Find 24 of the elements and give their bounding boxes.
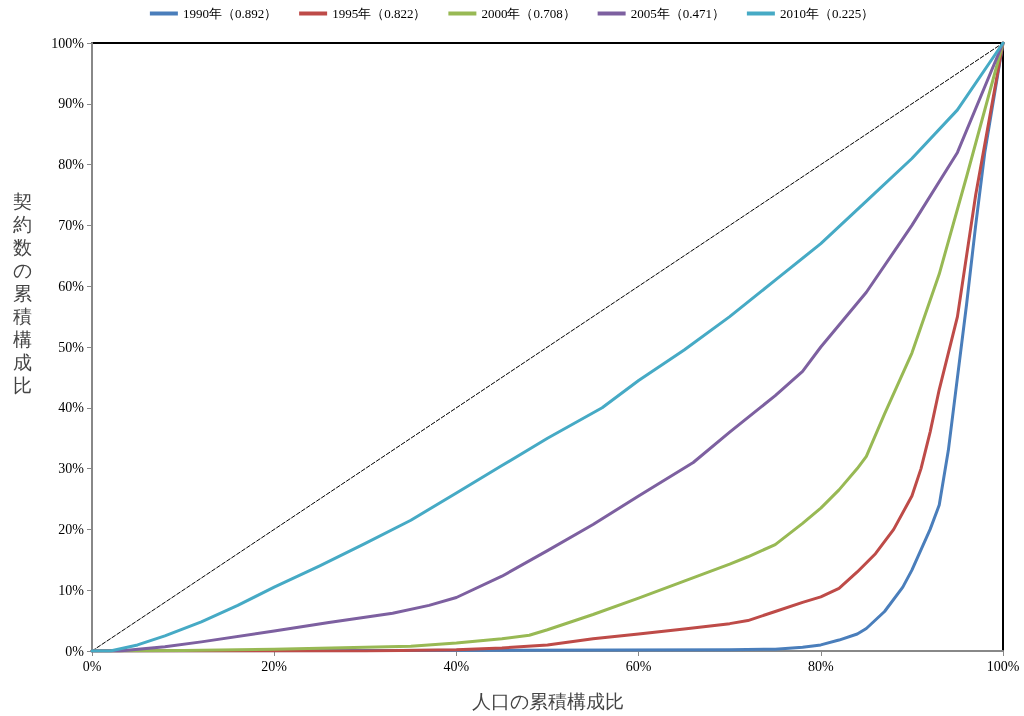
y-tick-label: 40% (58, 400, 85, 416)
y-tick-label: 20% (58, 521, 85, 537)
text: 契約数の累積構成比 (12, 190, 32, 396)
x-tick-label: 80% (807, 658, 834, 674)
y-tick-label: 30% (58, 461, 85, 477)
y-tick-label: 10% (58, 582, 85, 598)
y-tick-label: 60% (58, 278, 85, 294)
x-tick-label: 40% (443, 658, 470, 674)
y-tick-label: 90% (58, 96, 85, 112)
legend-label: 1990年（0.892） (182, 6, 278, 21)
y-tick-label: 0% (65, 643, 85, 659)
x-tick-label: 0% (82, 658, 102, 674)
y-tick-label: 80% (58, 157, 85, 173)
x-axis-title: 人口の累積構成比 (471, 689, 624, 712)
x-tick-label: 100% (986, 658, 1020, 674)
legend-label: 2010年（0.225） (779, 6, 875, 21)
legend-label: 2005年（0.471） (630, 6, 725, 21)
y-tick-label: 70% (58, 217, 85, 233)
legend-label: 1995年（0.822） (332, 6, 427, 21)
x-tick-label: 60% (625, 658, 652, 674)
y-tick-label: 100% (51, 35, 85, 51)
y-tick-label: 50% (58, 339, 85, 355)
x-tick-label: 20% (261, 658, 288, 674)
legend-label: 2000年（0.708） (481, 6, 576, 21)
